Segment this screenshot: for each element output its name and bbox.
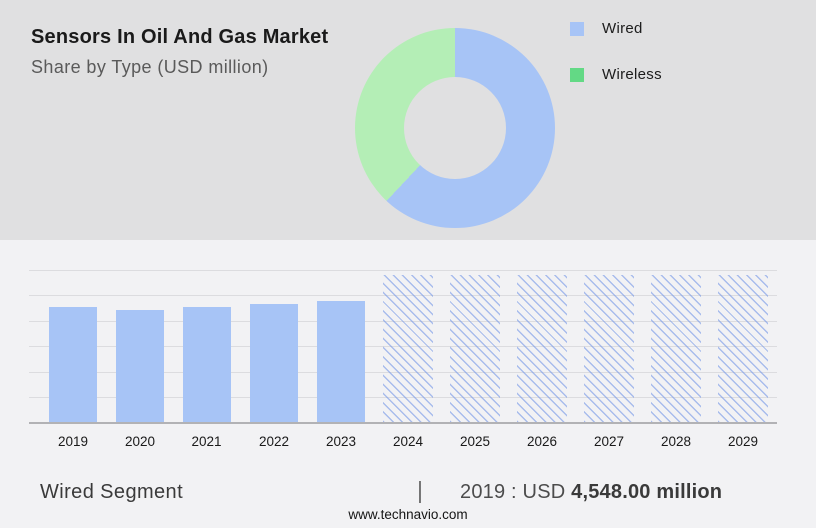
year-label-2025: 2025 [459,434,491,449]
legend-swatch-wireless [570,67,584,82]
year-label-2019: 2019 [57,434,89,449]
bar-2019 [49,307,97,422]
legend-item-wired: Wired [570,20,643,37]
legend-label-wired: Wired [602,20,643,37]
year-label-2029: 2029 [727,434,759,449]
forecast-hatch-column-2026 [517,275,567,422]
footer-segment-label: Wired Segment [40,481,184,503]
footer-metric-value: 4,548.00 million [571,481,723,503]
forecast-hatch-column-2029 [718,275,768,422]
year-label-2028: 2028 [660,434,692,449]
year-label-2026: 2026 [526,434,558,449]
bar-2020 [116,309,164,422]
bar-2022 [250,304,298,422]
forecast-hatch-column-2024 [383,275,433,422]
x-axis-baseline [29,422,777,424]
legend-label-wireless: Wireless [602,66,662,83]
header-band: Sensors In Oil And Gas Market Share by T… [0,0,816,240]
bar-2023 [317,301,365,422]
forecast-hatch-column-2025 [450,275,500,422]
legend-item-wireless: Wireless [570,66,662,83]
donut-hole [404,77,506,179]
bar-2021 [182,307,231,422]
forecast-hatch-column-2028 [651,275,701,422]
year-label-2022: 2022 [258,434,290,449]
bar-chart-plot: 2019 2020 2021 2022 2023 2024 2025 2026 2027 2028… [0,240,816,449]
legend-swatch-wired [570,21,584,36]
year-label-2021: 2021 [191,434,222,449]
page-title: Sensors In Oil And Gas Market [31,26,329,48]
year-label-2027: 2027 [593,434,625,449]
footer-metric-prefix: 2019 : USD [460,481,572,503]
website-link[interactable]: www.technavio.com [348,507,468,522]
footer-metric: 2019 : USD 4,548.00 million [460,481,722,504]
donut-chart [355,28,555,228]
page-subtitle: Share by Type (USD million) [31,57,269,77]
year-label-2023: 2023 [325,434,357,449]
footer-separator: | [417,477,423,503]
year-label-2024: 2024 [392,434,424,449]
forecast-hatch-column-2027 [584,275,634,422]
gridline [29,270,777,271]
year-label-2020: 2020 [124,434,156,449]
